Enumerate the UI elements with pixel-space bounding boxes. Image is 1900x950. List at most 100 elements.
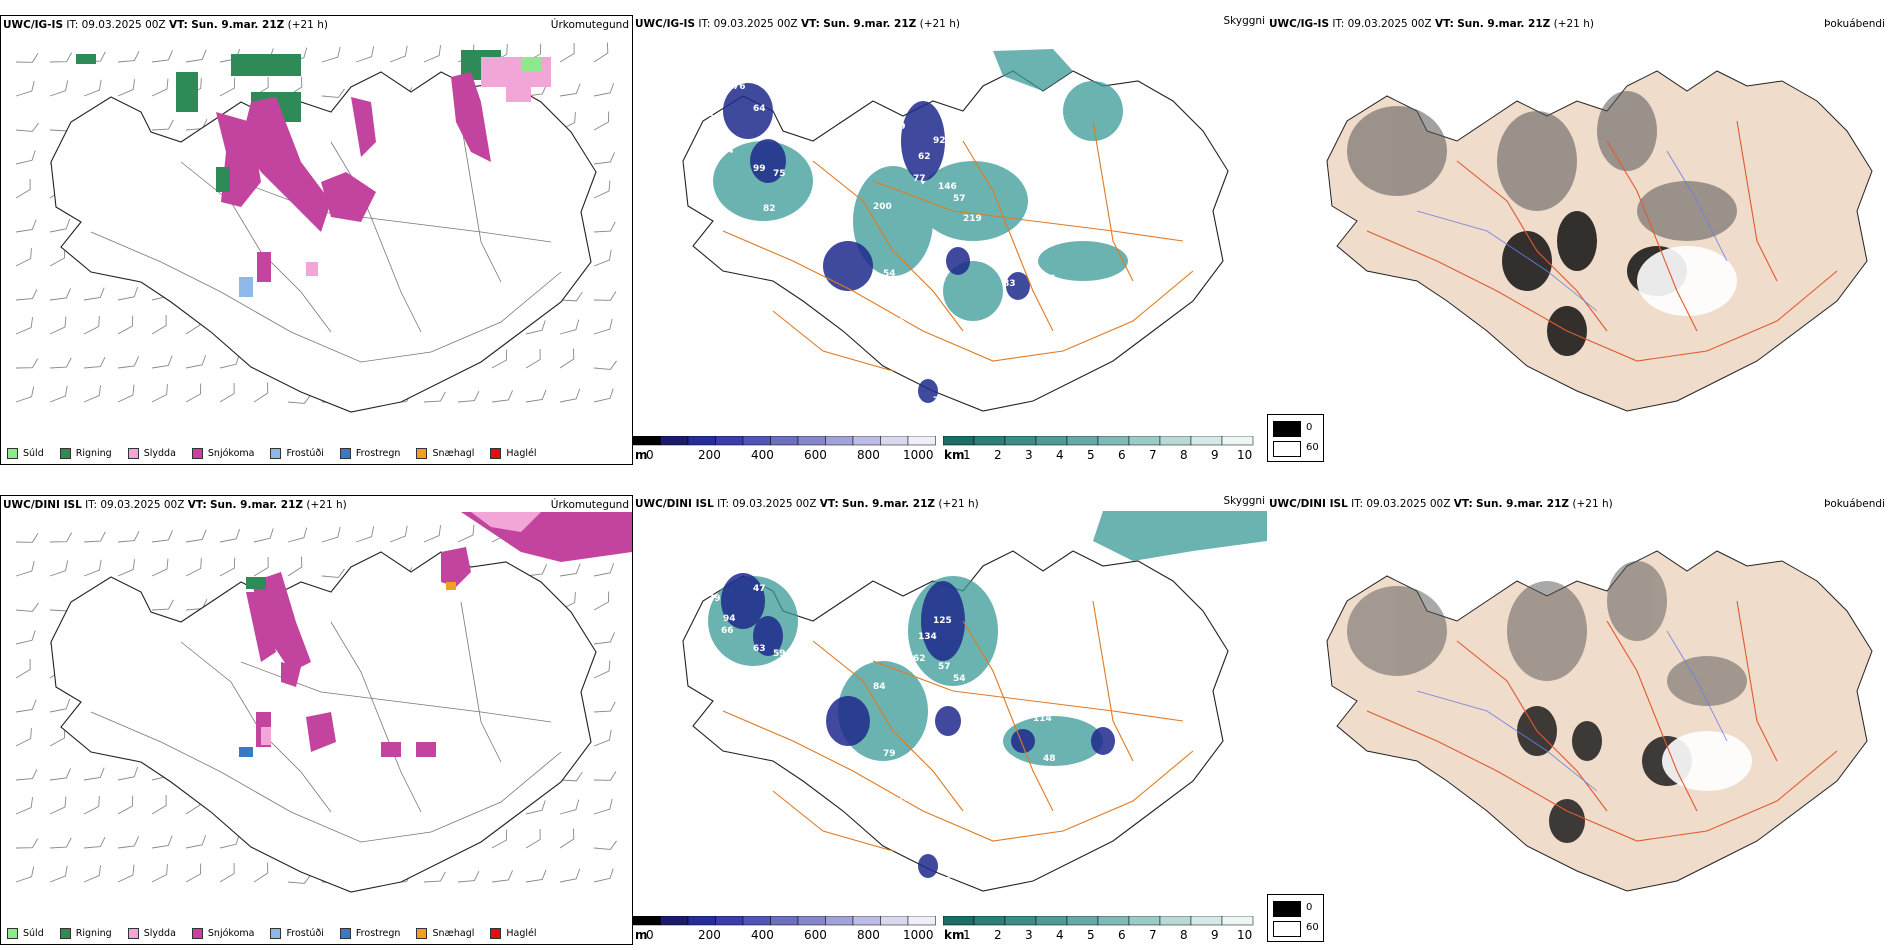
colorbar-unit: m bbox=[635, 928, 648, 942]
wind-barb bbox=[491, 390, 513, 403]
colorbar-tick: 9 bbox=[1211, 928, 1219, 942]
wind-barb bbox=[525, 320, 546, 335]
wind-barb bbox=[321, 568, 345, 578]
field-name: Þokuábendi bbox=[1824, 498, 1885, 510]
legend-swatch bbox=[7, 447, 18, 459]
cloud-base-label: 92 bbox=[933, 136, 946, 146]
wind-barb bbox=[423, 45, 442, 63]
wind-barb bbox=[15, 699, 37, 713]
wind-barb bbox=[151, 119, 174, 131]
cloud-base-label: 99 bbox=[753, 164, 766, 174]
colorbar-cell bbox=[1190, 916, 1223, 926]
wind-barb bbox=[593, 632, 615, 645]
cloud-base-label: 48 bbox=[1043, 754, 1056, 764]
wind-barb bbox=[593, 111, 610, 131]
cloud-vis-panel: UWC/DINI ISL IT: 09.03.2025 00Z VT: Sun.… bbox=[633, 495, 1267, 945]
colorbar-tick: 5 bbox=[1087, 928, 1095, 942]
legend-item: Frostúði bbox=[270, 927, 324, 939]
colorbar-cell bbox=[1066, 916, 1099, 926]
colorbar-tick: 4 bbox=[1056, 448, 1064, 462]
wind-barb bbox=[593, 562, 615, 577]
precip-type-panel: UWC/IG-IS IT: 09.03.2025 00Z VT: Sun. 9.… bbox=[0, 15, 633, 465]
fog-swatch-light bbox=[1273, 921, 1301, 937]
colorbar-tick: 0 bbox=[646, 448, 654, 462]
cloud-base-label: 64 bbox=[753, 104, 766, 114]
cloud-base-label: 79 bbox=[708, 594, 721, 604]
fog-panel: UWC/DINI ISL IT: 09.03.2025 00Z VT: Sun.… bbox=[1267, 495, 1900, 945]
wind-barb bbox=[83, 531, 106, 543]
wind-barb bbox=[593, 388, 614, 403]
colorbar-tick: 7 bbox=[1149, 928, 1157, 942]
colorbar-cell bbox=[687, 436, 716, 446]
wind-barb bbox=[117, 559, 136, 577]
wind-barb bbox=[185, 49, 207, 63]
cloud-base-label: 189 bbox=[933, 749, 952, 759]
wind-barb bbox=[83, 316, 100, 335]
colorbar-tick: 8 bbox=[1180, 448, 1188, 462]
panel-title: UWC/DINI ISL IT: 09.03.2025 00Z VT: Sun.… bbox=[635, 498, 979, 510]
cloud-base-label: 77 bbox=[913, 174, 926, 184]
wind-barb bbox=[117, 530, 140, 543]
cloud-base-colorbar: m 0 200 400 600 800 1000 bbox=[633, 436, 939, 464]
precip-legend: Súld Rigning Slydda Snjókoma Frostúði Fr… bbox=[1, 922, 547, 944]
wind-barb bbox=[423, 525, 442, 543]
wind-barb bbox=[83, 79, 102, 97]
wind-barb bbox=[287, 874, 311, 884]
colorbar-cell bbox=[742, 916, 771, 926]
wind-barb bbox=[49, 80, 69, 97]
wind-barb bbox=[525, 829, 541, 849]
colorbar-cell bbox=[852, 436, 881, 446]
wind-barb bbox=[49, 865, 68, 883]
legend-swatch bbox=[490, 927, 502, 939]
legend-item: Frostúði bbox=[270, 447, 324, 459]
wind-barb bbox=[525, 564, 547, 577]
legend-swatch bbox=[59, 447, 71, 459]
wind-barb bbox=[593, 701, 616, 713]
wind-barb bbox=[219, 383, 235, 403]
wind-barb bbox=[49, 247, 66, 267]
precip-map bbox=[15, 512, 632, 893]
fog-swatch-light bbox=[1273, 441, 1301, 457]
wind-barb bbox=[559, 291, 583, 302]
wind-barb bbox=[117, 50, 140, 63]
wind-barb bbox=[287, 394, 311, 404]
colorbar-tick: 0 bbox=[646, 928, 654, 942]
wind-barb bbox=[49, 218, 71, 233]
wind-barb bbox=[593, 591, 610, 611]
colorbar-cell bbox=[1004, 916, 1037, 926]
cloud-base-label: 56 bbox=[873, 284, 886, 294]
fog-legend: 0 60 bbox=[1267, 894, 1324, 942]
cloud-base-label: 59 bbox=[893, 122, 906, 132]
wind-barb bbox=[559, 348, 575, 369]
colorbar-tick: 600 bbox=[804, 448, 827, 462]
wind-barb bbox=[15, 248, 32, 267]
wind-barb bbox=[151, 835, 173, 849]
fog-label-light: 60 bbox=[1306, 922, 1319, 933]
wind-barb bbox=[151, 530, 173, 543]
cloud-base-label: 35 bbox=[708, 114, 721, 124]
wind-barb bbox=[525, 349, 541, 369]
colorbar-tick: 800 bbox=[857, 928, 880, 942]
colorbar-cell bbox=[907, 436, 936, 446]
wind-barb bbox=[15, 533, 39, 543]
legend-item: Snæhagl bbox=[416, 447, 474, 459]
colorbar-tick: 3 bbox=[1025, 448, 1033, 462]
legend-swatch bbox=[490, 447, 502, 459]
colorbar-cell bbox=[825, 916, 854, 926]
colorbar-cell bbox=[770, 916, 799, 926]
cloud-base-label: 62 bbox=[918, 152, 931, 162]
legend-item: Snjókoma bbox=[191, 447, 254, 459]
wind-barb bbox=[151, 384, 168, 403]
wind-barb bbox=[525, 869, 547, 883]
colorbar-tick: 200 bbox=[698, 448, 721, 462]
precip-legend: Súld Rigning Slydda Snjókoma Frostúði Fr… bbox=[1, 442, 547, 464]
colorbar-cell bbox=[797, 436, 826, 446]
wind-barb bbox=[491, 349, 508, 369]
wind-barb bbox=[15, 53, 39, 63]
legend-item: Súld bbox=[7, 927, 44, 939]
cloud-base-label: 124 bbox=[873, 764, 892, 774]
wind-barb bbox=[49, 52, 73, 63]
wind-barb bbox=[593, 318, 613, 335]
legend-item: Snæhagl bbox=[416, 927, 474, 939]
